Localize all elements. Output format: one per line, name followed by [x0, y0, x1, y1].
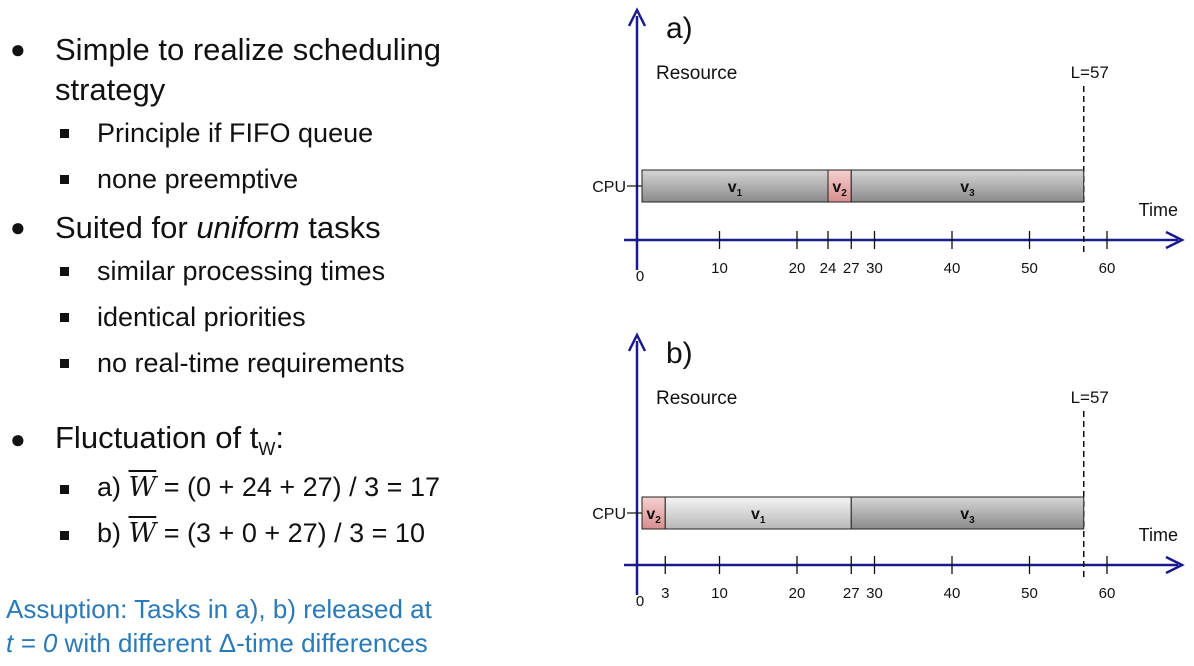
square-bullet	[60, 531, 69, 540]
time-axis-arrow	[1165, 230, 1185, 250]
task-label: v2	[832, 179, 847, 199]
bullet-1-line2: strategy	[55, 72, 166, 107]
deadline-label: L=57	[1071, 388, 1109, 407]
tick-label: 30	[866, 260, 883, 277]
time-label: Time	[1139, 525, 1178, 545]
panel-label: a)	[666, 12, 693, 45]
tick-label: 20	[789, 585, 806, 602]
bullet-3: Fluctuation of tW:	[55, 420, 284, 460]
task-label: v1	[751, 506, 766, 526]
tick-label: 40	[944, 260, 961, 277]
tick-label: 27	[843, 260, 860, 277]
tick-label: 60	[1099, 585, 1116, 602]
tick-label: 10	[711, 585, 728, 602]
tick-label: 24	[820, 260, 837, 277]
tick-label: 30	[866, 585, 883, 602]
tick-label: 27	[843, 585, 860, 602]
tick-label: 10	[711, 260, 728, 277]
task-bar	[850, 496, 1085, 530]
resource-axis-arrow	[627, 7, 647, 27]
tick-label: 40	[944, 585, 961, 602]
time-label: Time	[1139, 200, 1178, 220]
assumption-note-line2: t = 0 with different Δ-time differences	[6, 628, 428, 658]
origin-label: 0	[636, 593, 644, 610]
square-bullet	[60, 129, 69, 138]
panel-label: b)	[666, 337, 693, 370]
task-bar	[641, 169, 829, 203]
task-label: v1	[728, 179, 743, 199]
task-bar	[850, 169, 1085, 203]
resource-label: Resource	[656, 388, 737, 409]
bullet-1-sub-1: Principle if FIFO queue	[97, 118, 374, 148]
resource-axis-arrow	[627, 332, 647, 352]
bullet-2-sub-2: identical priorities	[97, 302, 306, 332]
cpu-label: CPU	[592, 179, 626, 196]
diagram-b: b) Resource Time L=57 CPU v2 v1 v3 0 3 10 20 27 30 40 5…	[592, 332, 1185, 610]
bullet-dot: ●	[10, 34, 26, 64]
task-label: v2	[646, 506, 661, 526]
bullet-1-sub-2: none preemptive	[97, 164, 299, 194]
square-bullet	[60, 267, 69, 276]
deadline-label: L=57	[1071, 63, 1109, 82]
task-label: v3	[960, 179, 975, 199]
tick-label: 20	[789, 260, 806, 277]
tick-label: 60	[1099, 260, 1116, 277]
bullet-2: Suited for uniform tasks	[55, 210, 381, 245]
square-bullet	[60, 485, 69, 494]
bullet-dot: ●	[10, 212, 26, 242]
cpu-label: CPU	[592, 506, 626, 523]
resource-label: Resource	[656, 63, 737, 84]
square-bullet	[60, 359, 69, 368]
square-bullet	[60, 175, 69, 184]
bullet-3-sub-a: a) W = (0 + 24 + 27) / 3 = 17	[97, 472, 440, 503]
origin-label: 0	[636, 268, 644, 285]
bullet-panel: ● Simple to realize scheduling strategy …	[0, 0, 590, 666]
diagram-a: a) Resource Time L=57 CPU v1 v2 v3 0 10 20 24 27 30 40…	[592, 7, 1185, 285]
tick-label: 50	[1021, 585, 1038, 602]
tick-label: 3	[661, 585, 669, 602]
bullet-3-sub-b: b) W = (3 + 0 + 27) / 3 = 10	[97, 518, 425, 549]
time-axis-arrow	[1165, 555, 1185, 575]
task-label: v3	[960, 506, 975, 526]
bullet-2-sub-3: no real-time requirements	[97, 348, 405, 378]
bullet-2-sub-1: similar processing times	[97, 256, 386, 286]
bullet-1-line1: Simple to realize scheduling	[55, 32, 441, 67]
tick-label: 50	[1021, 260, 1038, 277]
square-bullet	[60, 313, 69, 322]
assumption-note-line1: Assuption: Tasks in a), b) released at	[6, 594, 432, 624]
bullet-dot: ●	[10, 424, 26, 454]
